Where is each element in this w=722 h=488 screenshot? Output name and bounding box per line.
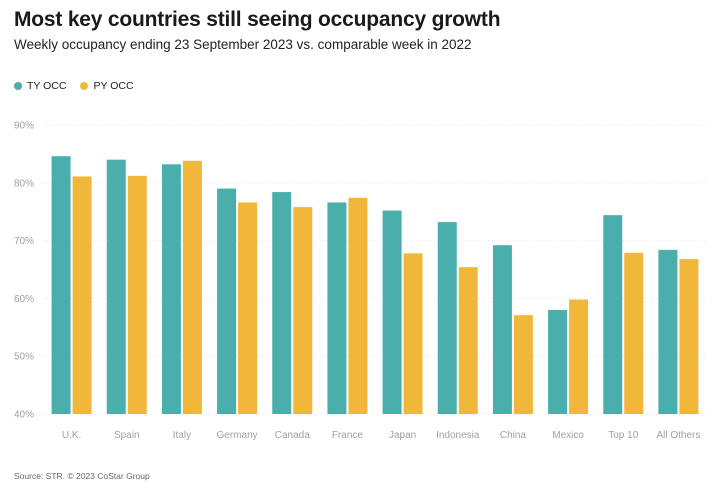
bar-py	[238, 202, 258, 414]
bar-ty	[603, 215, 623, 414]
y-tick-label: 70%	[14, 236, 34, 247]
x-tick-label: China	[500, 430, 527, 441]
legend-item-ty: TY OCC	[14, 80, 66, 92]
bar-py	[348, 197, 368, 414]
y-tick-label: 90%	[14, 121, 34, 132]
x-tick-label: Indonesia	[436, 430, 480, 441]
bar-ty	[51, 156, 71, 414]
x-tick-label: Canada	[275, 430, 310, 441]
source-note: Source: STR. © 2023 CoStar Group	[14, 471, 150, 481]
x-tick-label: Italy	[173, 430, 191, 441]
x-tick-label: Germany	[217, 430, 258, 441]
bar-ty	[382, 210, 402, 414]
legend: TY OCC PY OCC	[14, 80, 134, 92]
bars	[51, 156, 699, 414]
y-tick-label: 40%	[14, 410, 34, 421]
legend-label-ty: TY OCC	[27, 80, 67, 92]
y-tick-label: 50%	[14, 352, 34, 363]
bar-py	[624, 252, 644, 414]
bar-py	[293, 207, 313, 414]
x-tick-label: U.K.	[62, 430, 81, 441]
bar-py	[182, 160, 202, 414]
y-tick-label: 80%	[14, 178, 34, 189]
chart-title: Most key countries still seeing occupanc…	[14, 8, 501, 31]
legend-dot-py	[80, 82, 89, 90]
x-tick-label: Spain	[114, 430, 140, 441]
bar-chart: 40% 50% 60% 70% 80% 90% U.K. Spain Italy Germany C…	[14, 121, 706, 442]
x-tick-label: Top 10	[608, 430, 638, 441]
legend-item-py: PY OCC	[80, 80, 134, 92]
bar-py	[513, 315, 533, 414]
bar-ty	[217, 188, 237, 414]
chart-subtitle: Weekly occupancy ending 23 September 202…	[14, 37, 472, 52]
legend-dot-ty	[14, 82, 22, 90]
bar-ty	[658, 249, 678, 414]
bar-ty	[327, 202, 347, 414]
bar-ty	[437, 222, 457, 414]
bar-py	[458, 267, 478, 414]
bar-py	[569, 299, 589, 414]
bar-ty	[272, 192, 292, 414]
x-tick-label: All Others	[656, 430, 700, 441]
bar-py	[72, 176, 92, 414]
bar-py	[679, 259, 699, 414]
bar-ty	[492, 245, 512, 414]
y-tick-label: 60%	[14, 294, 34, 305]
x-tick-label: France	[332, 430, 364, 441]
bar-ty	[106, 159, 126, 414]
gridlines	[44, 124, 706, 415]
bar-ty	[548, 309, 568, 414]
bar-ty	[161, 164, 181, 414]
legend-label-py: PY OCC	[93, 80, 134, 92]
axis-labels: 40% 50% 60% 70% 80% 90% U.K. Spain Italy Germany C…	[14, 121, 700, 442]
x-tick-label: Japan	[389, 430, 416, 441]
bar-py	[127, 175, 147, 414]
x-tick-label: Mexico	[552, 430, 584, 441]
bar-py	[403, 253, 423, 414]
